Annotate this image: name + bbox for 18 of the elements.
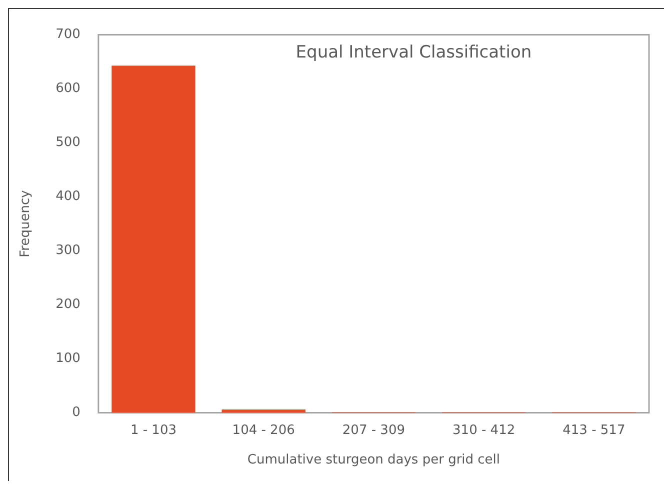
y-tick-label: 400 <box>56 189 80 204</box>
x-tick-label: 310 - 412 <box>452 422 516 438</box>
y-tick-label: 300 <box>56 243 80 258</box>
y-tick-label: 200 <box>56 297 80 312</box>
x-tick-label: 413 - 517 <box>562 422 626 438</box>
y-tick-label: 600 <box>56 81 80 96</box>
y-tick-label: 100 <box>56 351 80 366</box>
y-tick-label: 500 <box>56 135 80 150</box>
bar <box>222 410 306 413</box>
x-tick-label: 104 - 206 <box>232 422 295 438</box>
x-axis-title: Cumulative sturgeon days per grid cell <box>247 452 500 468</box>
bar <box>112 66 196 413</box>
y-axis-title: Frequency <box>18 190 34 258</box>
y-tick-label: 700 <box>56 27 80 42</box>
text: Equal Interval Classification <box>296 42 532 63</box>
y-tick-label: 0 <box>72 405 80 420</box>
x-tick-label: 1 - 103 <box>130 422 176 438</box>
x-tick-label: 207 - 309 <box>342 422 406 438</box>
